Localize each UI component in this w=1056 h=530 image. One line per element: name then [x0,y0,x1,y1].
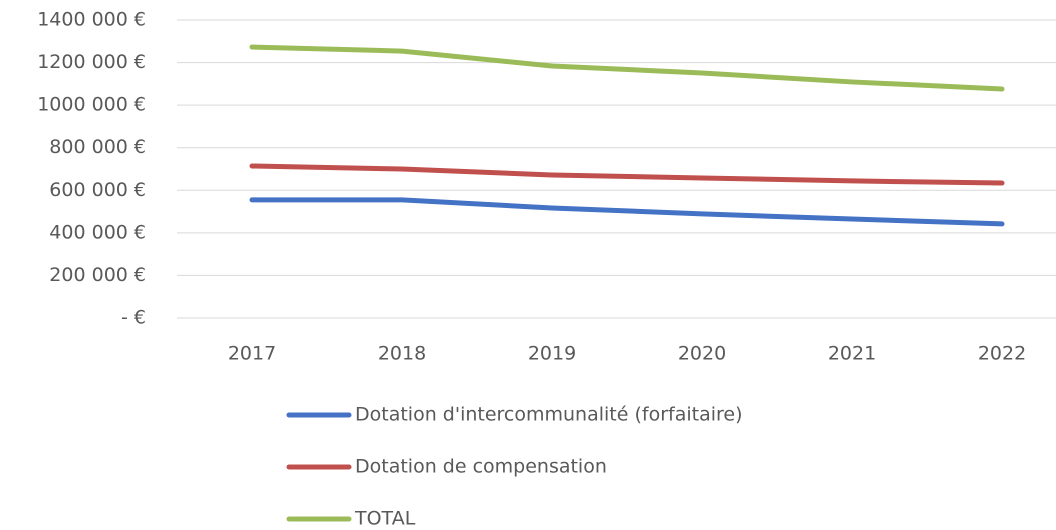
y-tick-label: 800 000 € [49,136,146,158]
legend-label: Dotation d'intercommunalité (forfaitaire… [355,404,743,426]
y-tick-label: 1200 000 € [37,51,146,73]
y-tick-label: 1400 000 € [37,9,146,31]
y-tick-label: - € [121,307,146,329]
x-tick-label: 2022 [978,343,1026,365]
x-tick-label: 2021 [828,343,876,365]
series-line [249,163,1005,186]
y-tick-label: 200 000 € [49,264,146,286]
legend-label: TOTAL [354,508,416,530]
y-tick-label: 1000 000 € [37,94,146,116]
y-tick-label: 600 000 € [49,179,146,201]
series-line [249,44,1005,92]
x-tick-label: 2020 [678,343,726,365]
x-tick-label: 2017 [228,343,276,365]
x-tick-label: 2019 [528,343,576,365]
series-line [249,197,1005,227]
y-tick-label: 400 000 € [49,221,146,243]
x-tick-label: 2018 [378,343,426,365]
legend-label: Dotation de compensation [355,456,607,478]
